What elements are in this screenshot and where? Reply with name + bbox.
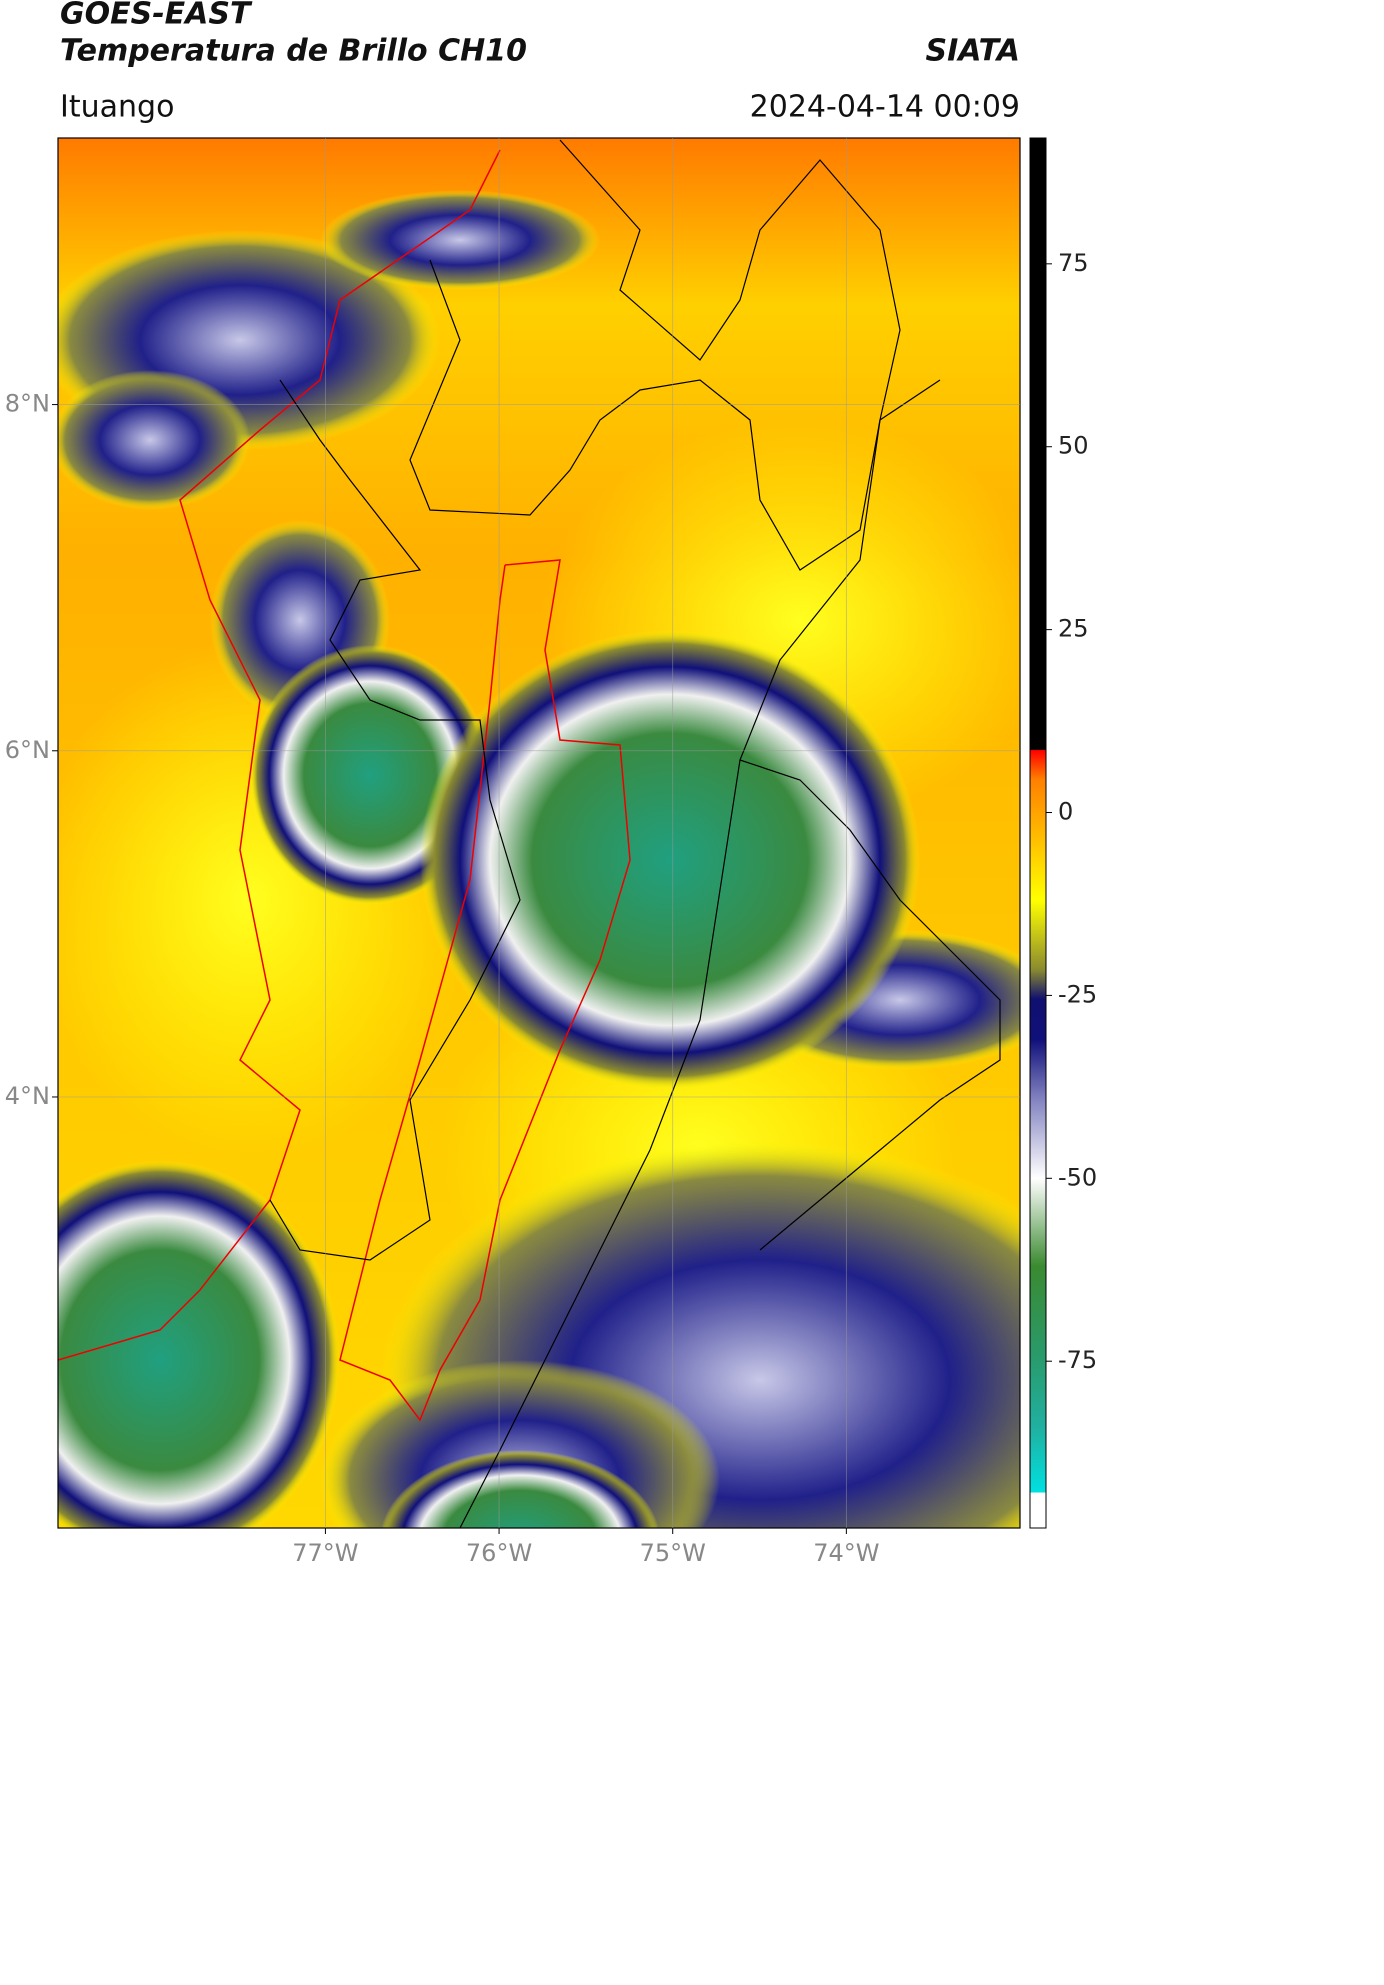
location: Ituango bbox=[60, 90, 174, 125]
y-tick-label: 4°N bbox=[5, 1082, 50, 1110]
colorbar-tick-label: 0 bbox=[1058, 798, 1073, 826]
x-tick-label: 76°W bbox=[466, 1539, 532, 1567]
title: GOES-EAST bbox=[60, 0, 253, 32]
x-tick-label: 75°W bbox=[640, 1539, 706, 1567]
y-tick-label: 6°N bbox=[5, 736, 50, 764]
map-image bbox=[58, 138, 1020, 1528]
x-tick-label: 74°W bbox=[813, 1539, 879, 1567]
colorbar-tick-label: 25 bbox=[1058, 615, 1089, 643]
x-tick-label: 77°W bbox=[292, 1539, 358, 1567]
source: SIATA bbox=[926, 34, 1020, 69]
colorbar-tick-label: 50 bbox=[1058, 432, 1089, 460]
y-tick-label: 8°N bbox=[5, 390, 50, 418]
colorbar-tick-label: -50 bbox=[1058, 1163, 1097, 1191]
map-frame bbox=[57, 137, 1021, 1529]
colorbar-tick-label: -25 bbox=[1058, 980, 1097, 1008]
colorbar bbox=[1030, 138, 1046, 1528]
colorbar-frame bbox=[1029, 137, 1047, 1529]
subtitle: Temperatura de Brillo CH10 bbox=[60, 34, 527, 69]
colorbar-tick-label: -75 bbox=[1058, 1346, 1097, 1374]
colorbar-tick-label: 75 bbox=[1058, 249, 1089, 277]
datetime: 2024-04-14 00:09 bbox=[750, 90, 1020, 125]
